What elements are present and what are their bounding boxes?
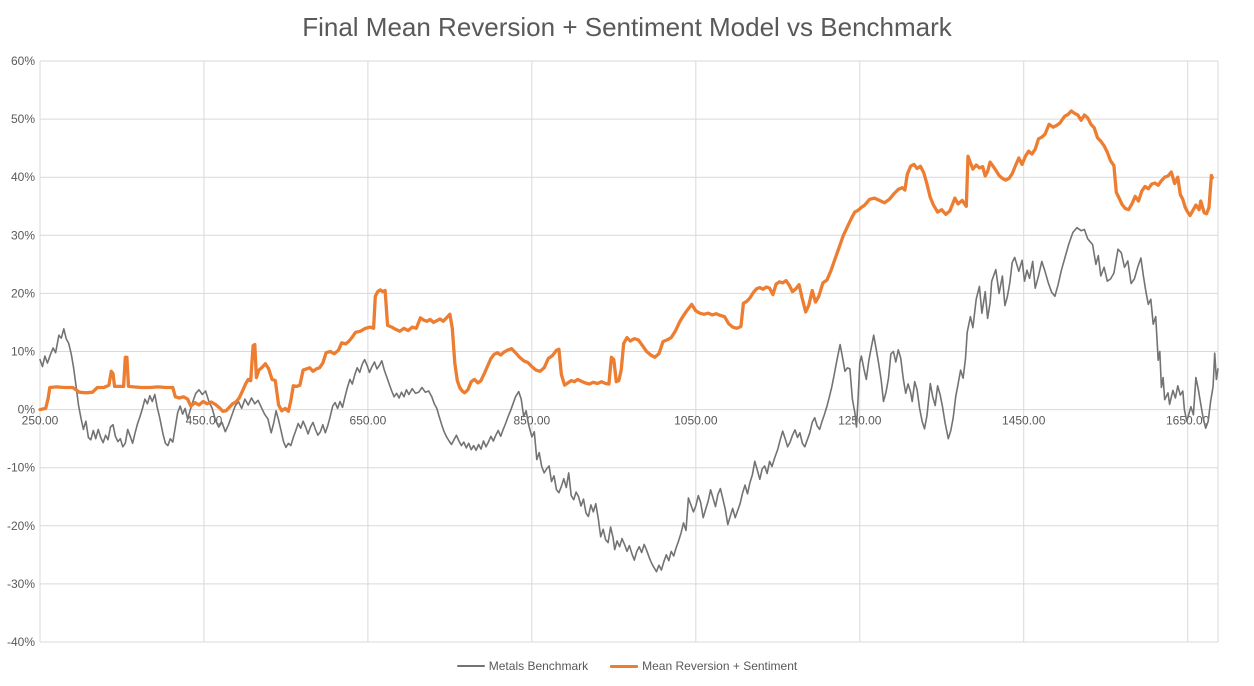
x-axis-tick-label: 1050.00 xyxy=(674,414,718,428)
x-axis-tick-label: 1450.00 xyxy=(1002,414,1046,428)
series-line-mean-reversion-sentiment[interactable] xyxy=(38,109,1214,413)
y-axis-tick-label: 60% xyxy=(11,54,35,68)
y-axis-tick-label: -30% xyxy=(7,577,35,591)
legend-label: Metals Benchmark xyxy=(488,659,589,673)
x-axis-tick-label: 450.00 xyxy=(186,414,223,428)
y-axis-tick-label: 0% xyxy=(18,403,36,417)
x-axis-tick-label: 250.00 xyxy=(22,414,59,428)
y-axis-tick-label: 50% xyxy=(11,112,35,126)
y-axis-tick-label: -20% xyxy=(7,519,35,533)
legend-item-metals-benchmark[interactable]: Metals Benchmark xyxy=(456,659,589,673)
legend[interactable]: Metals Benchmark Mean Reversion + Sentime… xyxy=(0,659,1254,673)
y-axis-tick-label: 30% xyxy=(11,228,35,242)
x-axis-tick-label: 650.00 xyxy=(350,414,387,428)
series-line-metals-benchmark[interactable] xyxy=(39,226,1219,573)
legend-item-mean-reversion-sentiment[interactable]: Mean Reversion + Sentiment xyxy=(610,659,797,673)
y-axis-tick-label: 10% xyxy=(11,345,35,359)
x-axis-tick-label: 850.00 xyxy=(514,414,551,428)
y-axis-tick-label: -10% xyxy=(7,461,35,475)
y-axis-tick-label: -40% xyxy=(7,635,35,649)
y-axis-tick-label: 40% xyxy=(11,170,35,184)
legend-label: Mean Reversion + Sentiment xyxy=(642,659,798,673)
chart-title[interactable]: Final Mean Reversion + Sentiment Model v… xyxy=(302,12,952,42)
legend-line-swatch xyxy=(456,665,485,667)
legend-line-swatch xyxy=(610,664,639,668)
x-axis-tick-label: 1250.00 xyxy=(838,414,882,428)
y-axis-tick-label: 20% xyxy=(11,286,35,300)
x-axis-tick-label: 1650.00 xyxy=(1166,414,1210,428)
